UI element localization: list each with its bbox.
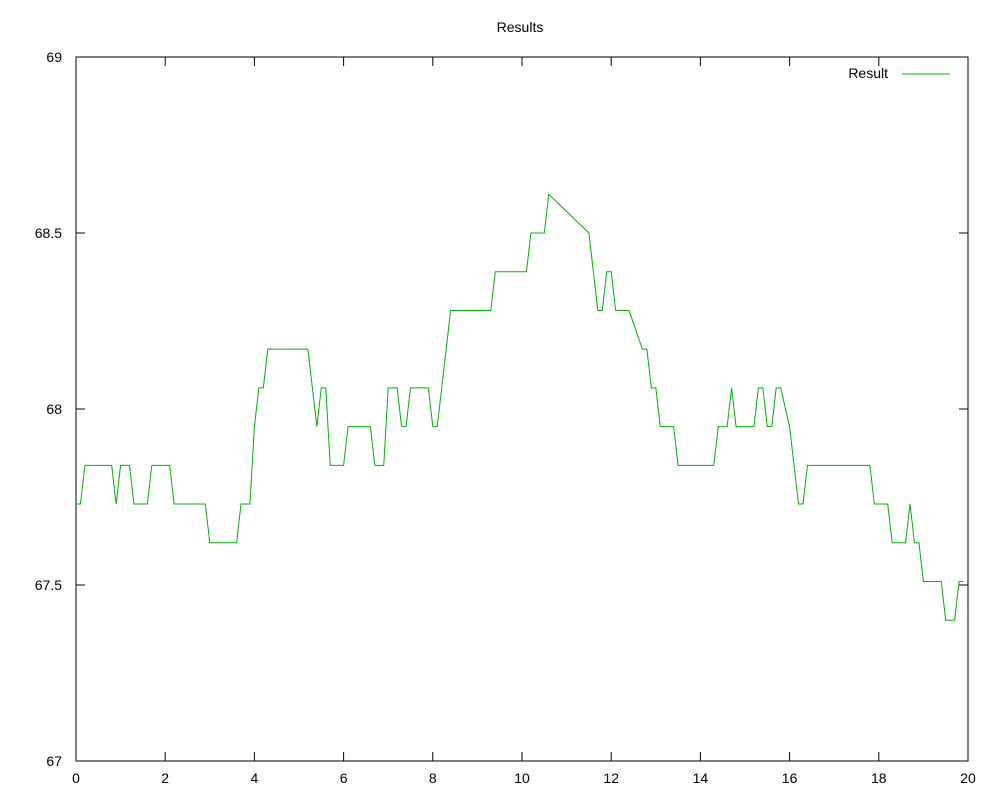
x-tick-label: 14 — [693, 770, 709, 786]
chart-title: Results — [497, 19, 544, 35]
x-tick-label: 20 — [960, 770, 976, 786]
y-tick-label: 67.5 — [35, 577, 62, 593]
legend-label-result: Result — [848, 65, 888, 81]
x-tick-label: 12 — [603, 770, 619, 786]
y-tick-label: 69 — [46, 49, 62, 65]
y-tick-label: 68.5 — [35, 225, 62, 241]
y-tick-label: 68 — [46, 401, 62, 417]
x-tick-label: 16 — [782, 770, 798, 786]
x-tick-label: 2 — [161, 770, 169, 786]
legend: Result — [848, 65, 950, 81]
x-tick-label: 4 — [251, 770, 259, 786]
x-tick-label: 8 — [429, 770, 437, 786]
x-tick-label: 10 — [514, 770, 530, 786]
x-tick-label: 18 — [871, 770, 887, 786]
y-tick-label: 67 — [46, 753, 62, 769]
x-tick-label: 6 — [340, 770, 348, 786]
series-layer — [76, 193, 964, 621]
series-line-result — [76, 193, 964, 621]
x-tick-label: 0 — [72, 770, 80, 786]
